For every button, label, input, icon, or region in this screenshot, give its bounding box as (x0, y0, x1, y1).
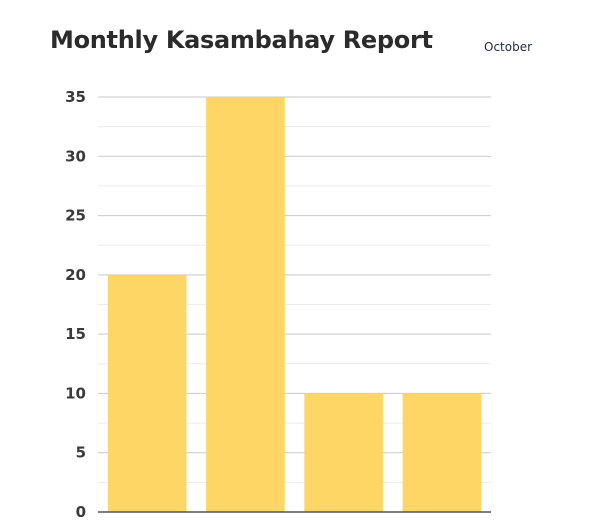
y-tick-label: 35 (65, 88, 86, 106)
bar-2 (206, 97, 285, 512)
y-tick-label: 20 (65, 266, 86, 284)
y-tick-label: 10 (65, 384, 86, 402)
bar-layer (107, 97, 482, 512)
bar-3 (304, 393, 383, 512)
tick-label-layer: 0 5 10 15 20 25 30 35 (65, 88, 86, 521)
month-label: October (484, 40, 533, 54)
y-tick-label: 0 (76, 503, 86, 521)
y-tick-label: 5 (76, 444, 86, 462)
bar-1 (107, 274, 187, 512)
y-tick-label: 25 (65, 207, 86, 225)
chart-title: Monthly Kasambahay Report (50, 26, 433, 54)
bar-4 (402, 393, 482, 512)
y-tick-label: 30 (65, 147, 86, 165)
y-tick-label: 15 (65, 325, 86, 343)
